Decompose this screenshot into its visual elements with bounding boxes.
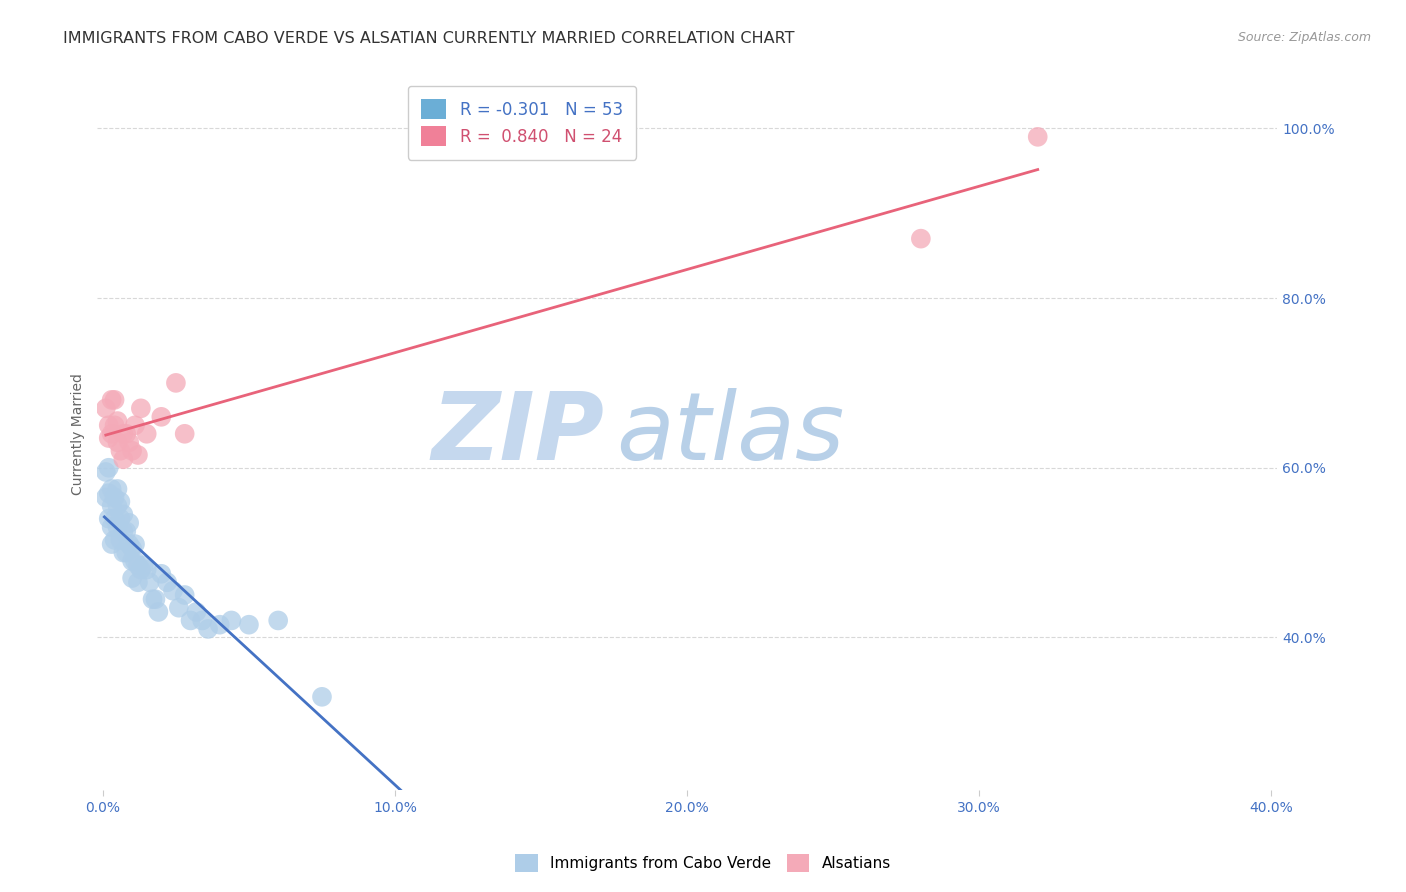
Point [112,452,135,467]
Point [115,426,138,441]
Point [115,545,138,559]
Point [165,376,187,390]
Legend: Immigrants from Cabo Verde, Alsatians: Immigrants from Cabo Verde, Alsatians [508,846,898,880]
Point [97,460,120,475]
Point [107,435,129,450]
Point [221,614,243,628]
Point [110,494,132,508]
Point [127,575,149,590]
Point [121,554,143,568]
Point [173,588,195,602]
Point [103,491,125,505]
Point [97,486,120,500]
Point [100,499,122,513]
Point [97,431,120,445]
Point [127,448,149,462]
Point [124,537,146,551]
Point [145,592,167,607]
Point [100,537,122,551]
Point [94,401,117,416]
Point [100,482,122,496]
Point [142,592,165,607]
Point [121,541,143,556]
Point [100,392,122,407]
Point [97,418,120,433]
Point [103,511,125,525]
Point [124,418,146,433]
Point [112,426,135,441]
Point [135,426,157,441]
Point [138,575,160,590]
Point [267,614,290,628]
Point [132,558,155,573]
Text: IMMIGRANTS FROM CABO VERDE VS ALSATIAN CURRENTLY MARRIED CORRELATION CHART: IMMIGRANTS FROM CABO VERDE VS ALSATIAN C… [63,31,794,46]
Point [156,575,179,590]
Point [118,537,141,551]
Point [150,409,173,424]
Point [208,617,231,632]
Point [135,563,157,577]
Point [121,443,143,458]
Point [186,605,208,619]
Point [162,583,184,598]
Point [197,622,219,636]
Point [1026,129,1049,144]
Point [103,418,125,433]
Point [107,520,129,534]
Text: atlas: atlas [616,388,845,479]
Point [112,508,135,522]
Point [107,482,129,496]
Point [97,511,120,525]
Point [100,520,122,534]
Point [191,614,214,628]
Point [110,511,132,525]
Point [311,690,333,704]
Point [103,533,125,547]
Point [150,566,173,581]
Point [94,465,117,479]
Point [100,426,122,441]
Point [118,435,141,450]
Point [127,558,149,573]
Point [148,605,170,619]
Point [167,600,190,615]
Point [124,554,146,568]
Text: Source: ZipAtlas.com: Source: ZipAtlas.com [1237,31,1371,45]
Point [910,232,932,246]
Point [121,571,143,585]
Text: ZIP: ZIP [432,388,605,480]
Point [112,524,135,539]
Point [173,426,195,441]
Point [103,392,125,407]
Point [94,491,117,505]
Point [238,617,260,632]
Point [118,516,141,530]
Point [112,545,135,559]
Point [129,563,152,577]
Point [110,533,132,547]
Y-axis label: Currently Married: Currently Married [72,373,86,495]
Point [110,443,132,458]
Point [180,614,202,628]
Point [115,524,138,539]
Point [107,499,129,513]
Point [107,414,129,428]
Legend: R = -0.301   N = 53, R =  0.840   N = 24: R = -0.301 N = 53, R = 0.840 N = 24 [408,86,636,160]
Point [129,401,152,416]
